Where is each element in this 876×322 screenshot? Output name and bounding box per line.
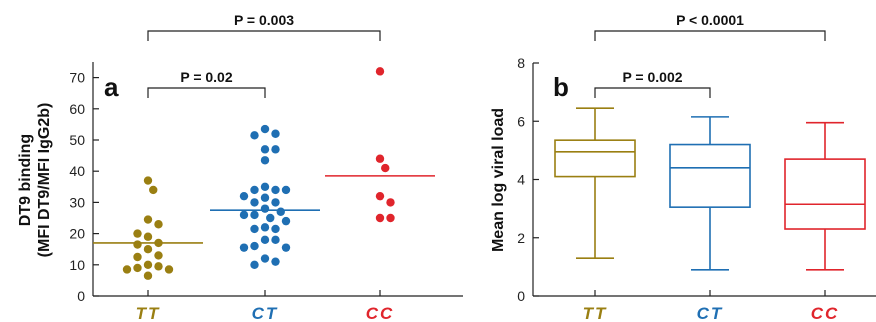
panel-b-x-tick-label-tt: TT [583,304,608,322]
panel-a-y-tick-label: 0 [77,288,85,304]
data-point-ct [271,235,280,245]
data-point-ct [276,207,285,216]
panel-b-x-tick-label-ct: CT [697,304,724,322]
data-point-tt [154,251,163,260]
panel-a-p-value-label: P = 0.003 [234,12,294,28]
data-point-tt [143,176,153,185]
panel-a-y-tick-label: 20 [69,226,85,242]
data-point-ct [239,191,249,201]
panel-b-y-tick-label: 0 [517,288,525,304]
data-point-tt [133,252,142,262]
panel-b-label: b [553,72,569,102]
data-point-ct [250,224,259,234]
data-point-ct [260,156,270,165]
data-point-ct [250,131,259,140]
data-point-cc [386,198,395,207]
panel-b-ylabel: Mean log viral load [490,108,507,252]
data-point-cc [375,67,385,76]
data-point-tt [154,262,163,271]
data-point-ct [250,260,259,269]
data-point-cc [375,154,385,163]
panel-b-comparison-bracket [594,87,711,98]
panel-a-comparison-bracket [147,30,381,41]
panel-a-p-value-label: P = 0.02 [180,69,233,85]
data-point-ct [271,198,280,207]
data-point-cc [375,191,385,201]
panel-b-boxplot: b Mean log viral load 0 2 4 6 8 TT CT CC P = 0.… [490,12,876,322]
data-point-ct [250,210,259,220]
panel-a-ylabel-line1: DT9 binding [17,134,34,226]
data-point-tt [143,271,153,280]
data-point-ct [260,254,270,263]
data-point-ct [266,213,275,223]
data-point-ct [250,185,259,195]
panel-a-label: a [104,72,119,102]
panel-b-p-value-label: P < 0.0001 [676,12,744,28]
panel-b-marks [554,107,866,271]
data-point-cc [375,213,385,223]
data-point-ct [271,224,280,234]
panel-a-y-tick-label: 40 [69,163,85,179]
panel-a-x-tick-label-cc: CC [366,304,395,322]
data-point-tt [154,220,163,229]
panel-b-comparisons: P = 0.002 P < 0.0001 [594,12,826,98]
data-point-ct [271,145,280,154]
data-point-tt [143,215,153,224]
iqr-box-ct [669,143,751,208]
data-point-tt [143,260,153,269]
data-point-ct [260,235,270,245]
panel-a-y-tick-label: 60 [69,101,85,117]
panel-b-y-tick-label: 4 [517,172,525,188]
data-point-ct [281,185,291,195]
data-point-tt [133,229,142,238]
panel-a-y-tick-label: 50 [69,132,85,148]
panel-b-y-tick-label: 6 [517,113,525,129]
panel-a-x-tick-label-ct: CT [252,304,279,322]
panel-b-p-value-label: P = 0.002 [622,69,682,85]
data-point-tt [154,238,163,248]
data-point-tt [143,245,153,254]
data-point-ct [260,204,270,213]
iqr-box-cc [784,158,866,230]
data-point-cc [381,163,390,173]
data-point-ct [250,241,259,251]
data-point-tt [122,265,132,274]
panel-a-x-tick-label-tt: TT [136,304,161,322]
data-point-ct [260,193,270,202]
data-point-cc [386,213,395,223]
data-point-ct [260,124,270,134]
panel-b-y-tick-label: 8 [517,55,525,71]
data-point-ct [239,210,249,220]
panel-b-y-tick-label: 2 [517,230,525,246]
panel-a-scatter: a DT9 binding (MFI DT9/MFI IgG2b) 0 10 20 3… [17,12,463,322]
data-point-ct [260,223,270,232]
data-point-tt [133,263,142,273]
data-point-ct [281,243,291,252]
panel-b-comparison-bracket [594,30,826,41]
data-point-ct [281,216,291,226]
panel-a-comparisons: P = 0.02 P = 0.003 [147,12,381,98]
panel-a-y-tick-label: 30 [69,194,85,210]
iqr-box-tt [554,139,636,178]
data-point-tt [149,185,158,195]
data-point-ct [250,198,259,207]
panel-a-axes: 0 10 20 30 40 50 60 70 TT CT CC [69,62,463,322]
data-point-tt [133,240,142,249]
panel-b-axes: 0 2 4 6 8 TT CT CC [517,55,876,322]
data-point-tt [164,265,174,274]
panel-a-y-tick-label: 10 [69,257,85,273]
data-point-tt [143,232,153,241]
panel-a-y-tick-label: 70 [69,70,85,86]
panel-a-marks [93,67,435,280]
panel-a-comparison-bracket [147,87,266,98]
data-point-ct [271,185,280,195]
data-point-ct [271,129,280,138]
panel-b-x-tick-label-cc: CC [811,304,840,322]
data-point-ct [239,243,249,252]
panel-a-ylabel-line2: (MFI DT9/MFI IgG2b) [36,103,53,258]
data-point-ct [271,257,280,266]
data-point-ct [260,182,270,191]
data-point-ct [260,145,270,154]
